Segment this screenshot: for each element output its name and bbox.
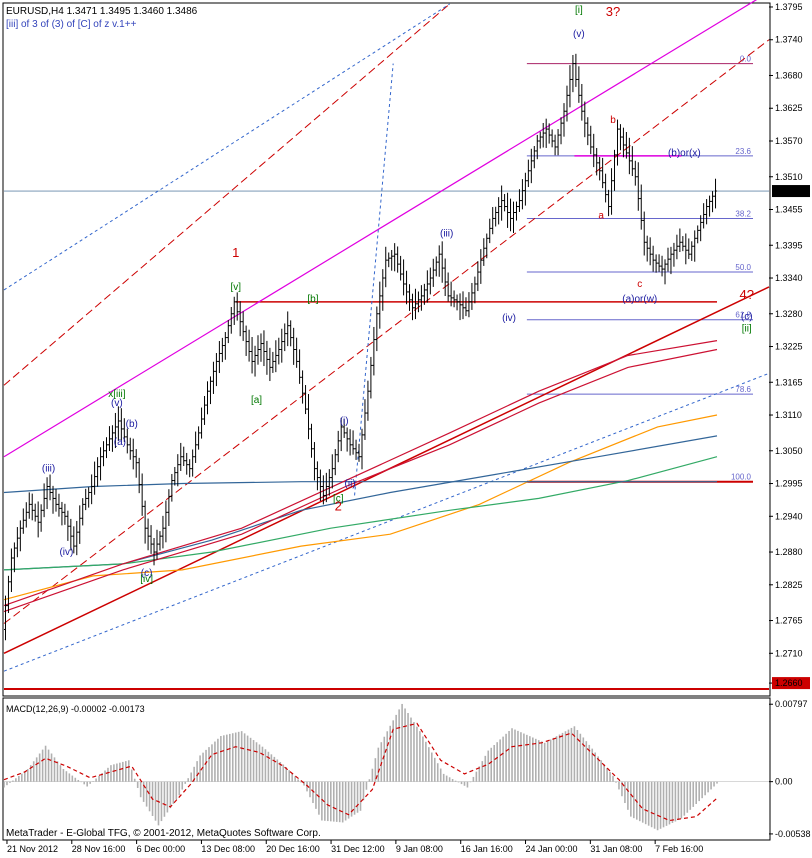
dashed-red-upper [3,3,450,386]
wave-label-26: (iv) [59,547,73,558]
y-tick-label-13: 1.3050 [775,446,803,456]
price-box-1 [772,677,810,690]
ma-green [3,456,718,571]
x-tick-label-5: 31 Dec 12:00 [331,844,385,854]
y-tick-label-14: 1.2995 [775,479,803,489]
y-tick-label-4: 1.3570 [775,136,803,146]
wave-label-5: a [598,210,604,221]
fib-label-3: 50.0 [735,263,751,272]
wave-label-27: (c) [141,568,153,579]
wave-label-21: (i) [340,416,349,427]
x-tick-label-9: 31 Jan 08:00 [590,844,642,854]
dotted-blue-lower [3,372,770,672]
price-box-label-1: 1.2660 [775,678,803,688]
y-tick-label-19: 1.2710 [775,648,803,658]
fib-label-1: 23.6 [735,147,751,156]
y-tick-label-15: 1.2940 [775,511,803,521]
macd-y-tick-label-1: 0.00 [775,777,793,787]
wave-label-2: (v) [573,29,585,40]
fib-label-2: 38.2 [735,209,751,218]
price-box-0 [772,185,810,198]
wave-label-4: (b)or(x) [668,148,701,159]
fib-label-0: 0.0 [740,55,752,64]
x-axis: 21 Nov 2012 28 Nov 16:00 6 Dec 00:00 13 Dec… [6,840,703,854]
wave-label-9: 4? [739,287,753,302]
price-box-label-0: 1.3486 [775,186,803,196]
x-tick-label-10: 7 Feb 16:00 [655,844,703,854]
macd-y-tick-label-0: 0.00797 [775,699,808,709]
y-tick-label-10: 1.3225 [775,342,803,352]
macd-group: 0.00797 0.00 -0.00538 [3,699,811,839]
wave-count-label: [iii] of 3 of (3) of [C] of z v.1++ [6,19,137,30]
macd-y-tick-label-2: -0.00538 [775,829,811,839]
wave-label-8: (a)or(w) [622,294,657,305]
price-panel-frame [2,2,771,697]
dashed-red-mid [3,39,770,624]
fib-label-5: 78.6 [735,385,751,394]
y-tick-label-7: 1.3395 [775,240,803,250]
y-tick-label-0: 1.3795 [775,2,803,12]
y-tick-label-2: 1.3680 [775,70,803,80]
y-tick-label-6: 1.3455 [775,205,803,215]
ma-orange [3,414,718,601]
macd-label: MACD(12,26,9) -0.00002 -0.00173 [6,704,145,714]
wave-label-17: x[iii] [108,389,125,400]
wave-label-28: [iv] [140,574,153,585]
wave-label-23: (ii) [345,479,356,490]
wave-label-14: [v] [230,282,241,293]
wave-label-12: [ii] [742,324,752,335]
x-tick-label-2: 6 Dec 00:00 [137,844,186,854]
y-tick-label-17: 1.2825 [775,580,803,590]
x-tick-label-3: 13 Dec 08:00 [201,844,255,854]
wave-label-6: (iii) [440,228,453,239]
x-tick-label-1: 28 Nov 16:00 [72,844,126,854]
y-tick-label-11: 1.3165 [775,377,803,387]
wave-label-16: [a] [251,395,262,406]
wave-label-25: 2 [335,498,342,513]
fib-label-6: 100.0 [731,473,752,482]
x-tick-label-4: 20 Dec 16:00 [266,844,320,854]
wave-label-24: [c] [333,493,344,504]
dotted-blue-fan [354,63,394,496]
wave-label-0: [i] [575,5,583,16]
x-tick-label-0: 21 Nov 2012 [7,844,58,854]
copyright-text: MetaTrader - E-Global TFG, © 2001-2012, … [6,828,321,839]
y-tick-label-16: 1.2880 [775,547,803,557]
wave-label-13: 1 [232,245,239,260]
wave-label-22: (iii) [42,464,55,475]
trendlines-group [3,0,770,691]
y-tick-label-8: 1.3340 [775,273,803,283]
ma-red-a [3,340,718,607]
wave-label-11: (c) [741,312,753,323]
wave-labels-group: [i] 3? (v) b (b)or(x) a (iii) c (a)or(w) 4? (iv) (c… [42,4,754,585]
ma-red-b [3,348,718,613]
fib-label-4: 61.8 [735,311,751,320]
y-tick-label-12: 1.3110 [775,410,802,420]
y-tick-label-1: 1.3740 [775,35,803,45]
wave-label-10: (iv) [502,313,516,324]
y-tick-label-3: 1.3625 [775,103,803,113]
symbol-line: EURUSD,H4 1.3471 1.3495 1.3460 1.3486 [6,6,198,17]
x-tick-label-7: 16 Jan 16:00 [461,844,513,854]
wave-label-3: b [610,115,616,126]
wave-label-19: (b) [126,419,138,430]
wave-label-1: 3? [606,4,620,19]
wave-label-15: [b] [307,294,318,305]
candles-group [3,53,718,641]
wave-label-20: (a) [114,437,126,448]
y-tick-label-5: 1.3510 [775,172,803,182]
macd-signal-line [3,722,718,822]
wave-label-7: c [637,279,642,290]
wave-label-18: (v) [111,398,123,409]
y-tick-label-9: 1.3280 [775,309,803,319]
y-axis: 1.3795 1.3740 1.3680 1.3625 1.3570 1.3510 1.34… [769,2,810,690]
channel-top-line [3,0,758,458]
y-tick-label-18: 1.2765 [775,616,803,626]
x-tick-label-8: 24 Jan 00:00 [526,844,578,854]
x-tick-label-6: 9 Jan 08:00 [396,844,443,854]
dotted-blue-upper [3,3,450,291]
